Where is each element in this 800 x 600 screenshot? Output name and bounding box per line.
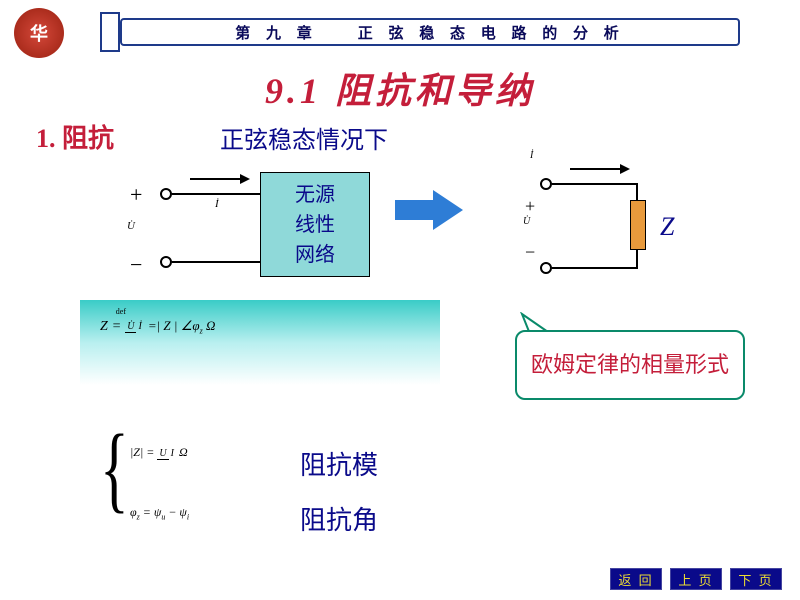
plus-terminal-label: + bbox=[130, 182, 142, 208]
wire-z-right1 bbox=[636, 183, 638, 201]
back-button[interactable]: 返 回 bbox=[610, 568, 662, 590]
z-symbol: Z bbox=[660, 212, 674, 242]
terminal-bottom bbox=[160, 256, 172, 268]
modulus-formula: |Z| = UI Ω bbox=[130, 445, 188, 460]
chapter-header: 第 九 章 正 弦 稳 态 电 路 的 分 析 bbox=[120, 18, 740, 46]
wire-top bbox=[172, 193, 260, 195]
minus-terminal-label: − bbox=[130, 252, 142, 278]
terminal-z-bottom bbox=[540, 262, 552, 274]
brace-icon: { bbox=[100, 414, 129, 524]
wire-z-right2 bbox=[636, 249, 638, 268]
voltage-phasor-label: U̇ bbox=[127, 220, 135, 232]
next-page-button[interactable]: 下 页 bbox=[730, 568, 782, 590]
terminal-top bbox=[160, 188, 172, 200]
chapter-title: 正 弦 稳 态 电 路 的 分 析 bbox=[358, 22, 625, 43]
def-label: def bbox=[116, 307, 126, 316]
condition-subtitle: 正弦稳态情况下 bbox=[220, 120, 388, 155]
prev-page-button[interactable]: 上 页 bbox=[670, 568, 722, 590]
passive-network-box: 无源 线性 网络 bbox=[260, 172, 370, 277]
section-title: 9.1 阻抗和导纳 bbox=[0, 62, 800, 114]
ohm-law-callout: 欧姆定律的相量形式 bbox=[515, 330, 745, 400]
definition-formula-box: Z def = U̇İ =| Z | ∠φz Ω bbox=[80, 300, 440, 385]
voltage-z-label: U̇ bbox=[523, 216, 530, 227]
wire-z-bottom bbox=[552, 267, 638, 269]
modulus-label: 阻抗模 bbox=[300, 445, 378, 482]
current-arrow-icon bbox=[190, 170, 250, 188]
angle-label: 阻抗角 bbox=[300, 500, 378, 537]
header-notch bbox=[100, 12, 120, 52]
wire-z-top bbox=[552, 183, 638, 185]
impedance-element bbox=[630, 200, 646, 250]
minus-z: − bbox=[525, 242, 535, 263]
university-logo: 华 bbox=[14, 8, 64, 58]
current-arrow-z-icon bbox=[570, 160, 630, 178]
subsection-heading: 1. 阻抗 bbox=[36, 118, 114, 155]
chapter-number: 第 九 章 bbox=[235, 22, 318, 43]
wire-bottom bbox=[172, 261, 260, 263]
impedance-circuit: + U̇ − Z bbox=[490, 160, 710, 290]
network-diagram: + − U̇ İ 无源 线性 网络 bbox=[80, 160, 440, 310]
angle-formula: φz = ψu − ψi bbox=[130, 505, 189, 521]
terminal-z-top bbox=[540, 178, 552, 190]
current-phasor-label: İ bbox=[215, 198, 219, 210]
plus-z: + bbox=[525, 196, 535, 217]
